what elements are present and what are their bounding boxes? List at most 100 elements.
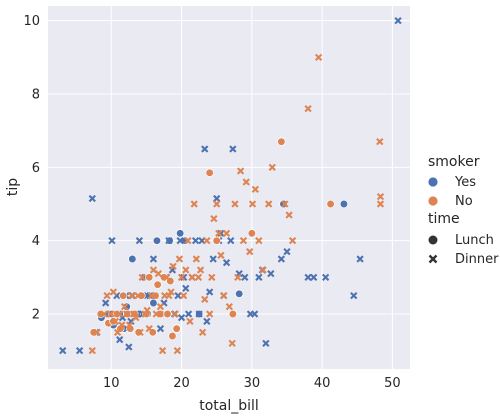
point-no-lunch (109, 317, 118, 326)
point-no-dinner (220, 292, 228, 300)
point-yes-dinner (177, 314, 186, 322)
point-yes-dinner (203, 317, 211, 325)
point-no-dinner (184, 237, 192, 245)
point-yes-dinner (176, 237, 184, 245)
point-no-dinner (118, 321, 126, 329)
point-no-dinner (196, 266, 205, 274)
point-no-dinner (113, 328, 122, 336)
y-tick-label: 6 (32, 161, 40, 176)
point-no-dinner (376, 200, 385, 208)
point-yes-dinner (222, 259, 231, 267)
point-no-dinner (120, 303, 129, 311)
point-no-dinner (215, 229, 223, 237)
point-yes-dinner (229, 145, 237, 153)
point-yes-lunch (175, 229, 185, 238)
point-yes-dinner (149, 255, 158, 263)
point-no-dinner (116, 310, 124, 318)
point-no-lunch (326, 199, 335, 209)
point-no-dinner (210, 215, 218, 223)
point-yes-dinner (182, 284, 190, 292)
point-no-dinner (109, 288, 118, 296)
point-no-dinner (304, 105, 312, 113)
point-yes-dinner (283, 248, 291, 256)
point-no-dinner (203, 237, 211, 245)
point-no-dinner (100, 310, 108, 318)
y-tick-label: 8 (32, 88, 40, 103)
y-tick-labels: 2 4 6 8 10 (23, 14, 40, 322)
point-yes-dinner (184, 310, 193, 318)
point-no-lunch (212, 236, 221, 245)
point-no-dinner (255, 237, 263, 245)
point-no-dinner (130, 310, 138, 318)
point-no-lunch (172, 324, 181, 333)
point-no-lunch (153, 280, 162, 289)
point-no-dinner (111, 317, 120, 325)
legend-marker-lunch (428, 235, 438, 245)
point-no-dinner (268, 163, 276, 171)
point-yes-dinner (209, 255, 217, 263)
point-yes-dinner (165, 237, 173, 245)
x-tick-label: 30 (244, 376, 261, 391)
point-no-dinner (128, 292, 136, 300)
point-no-dinner (175, 255, 184, 263)
y-tick-label: 4 (32, 234, 40, 249)
point-no-dinner (93, 328, 101, 336)
point-no-lunch (277, 137, 286, 146)
x-tick-label: 40 (314, 376, 331, 391)
point-no-dinner (152, 310, 160, 318)
point-no-dinner (194, 273, 203, 281)
point-yes-dinner (267, 270, 275, 278)
x-tick-labels: 10 20 30 40 50 (103, 376, 401, 391)
point-no-dinner (201, 295, 209, 303)
x-tick-label: 50 (384, 376, 401, 391)
point-no-dinner (165, 292, 173, 300)
y-axis-label: tip (5, 178, 21, 196)
point-yes-dinner (180, 273, 188, 281)
legend-marker-yes (427, 176, 439, 188)
point-no-dinner (259, 266, 267, 274)
point-no-dinner (222, 229, 231, 237)
point-no-lunch (168, 331, 177, 341)
data-points (59, 17, 402, 355)
legend-marker-dinner (428, 254, 438, 264)
point-no-dinner (281, 200, 289, 208)
point-no-dinner (156, 303, 165, 311)
point-no-dinner (228, 339, 236, 347)
point-no-dinner (198, 328, 207, 336)
legend-style-title: time (428, 211, 460, 227)
point-yes-dinner (310, 273, 318, 281)
point-no-dinner (192, 255, 200, 263)
point-yes-lunch (149, 298, 158, 308)
point-no-lunch (228, 309, 238, 319)
point-no-dinner (208, 273, 216, 281)
point-no-dinner (125, 321, 134, 329)
point-no-dinner (88, 347, 96, 355)
point-yes-dinner (191, 237, 200, 245)
point-no-dinner (147, 292, 155, 300)
point-no-dinner (143, 306, 151, 314)
legend-marker-no (427, 195, 439, 207)
point-no-dinner (182, 266, 190, 274)
point-no-dinner (236, 167, 245, 175)
point-yes-dinner (255, 273, 263, 281)
point-no-dinner (136, 328, 144, 336)
point-no-lunch (163, 309, 172, 319)
legend: smoker Yes No time Lunch Dinner (427, 154, 499, 267)
point-no-lunch (247, 229, 256, 238)
point-yes-dinner (75, 347, 84, 355)
point-no-dinner (163, 273, 171, 281)
point-yes-dinner (174, 292, 182, 300)
point-no-dinner (141, 310, 149, 318)
point-yes-dinner (262, 339, 270, 347)
point-yes-dinner (227, 237, 235, 245)
legend-label-yes: Yes (454, 175, 476, 190)
x-tick-label: 20 (173, 376, 190, 391)
point-yes-lunch (235, 289, 244, 298)
point-yes-dinner (213, 194, 221, 203)
point-no-dinner (123, 310, 131, 318)
point-yes-dinner (88, 194, 96, 203)
point-yes-dinner (277, 255, 286, 263)
point-yes-dinner (251, 310, 259, 318)
point-no-dinner (206, 310, 214, 318)
